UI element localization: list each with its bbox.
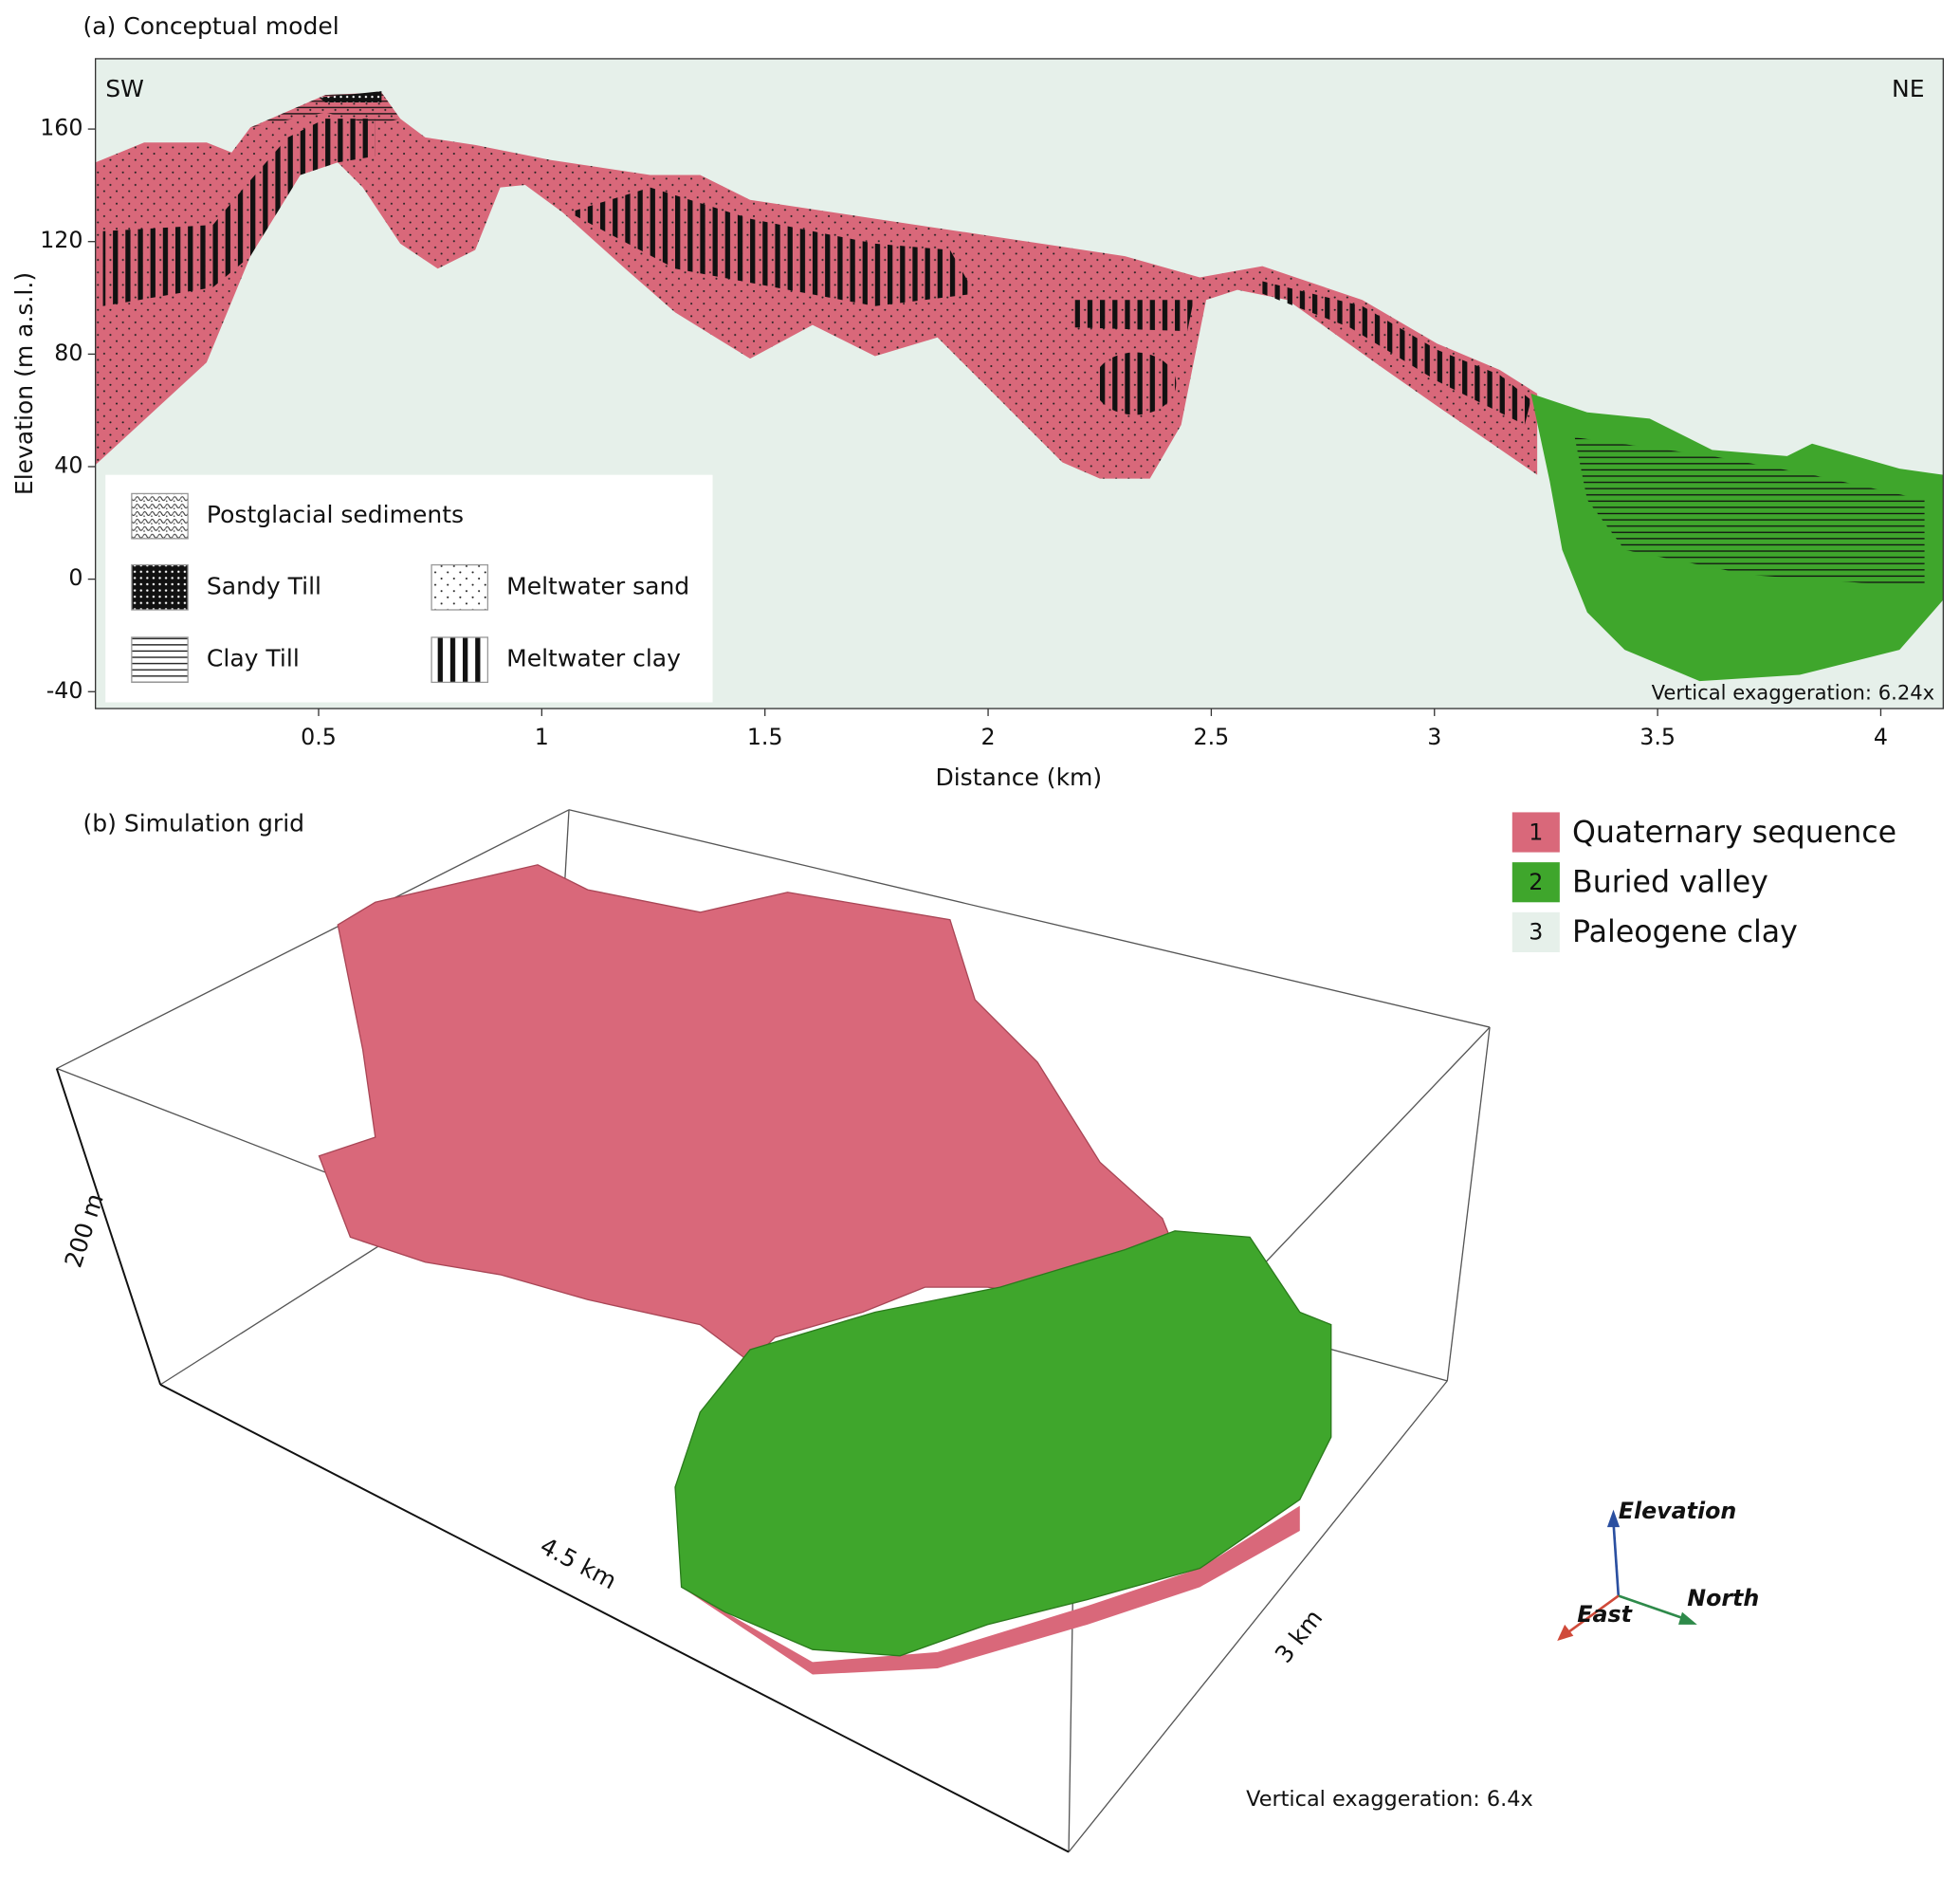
- buried-valley-volume: [674, 1230, 1332, 1657]
- legend-number: 2: [1529, 869, 1543, 895]
- dimension-label: 3 km: [1270, 1604, 1328, 1667]
- legend-label: Postglacial sediments: [207, 501, 464, 528]
- meltwater-clay-hatch: [1093, 352, 1177, 415]
- meltwater-clay-hatch: [569, 187, 976, 306]
- legend-label: Paleogene clay: [1572, 915, 1798, 949]
- orientation-triad: Elevation East North: [1557, 1498, 1759, 1641]
- panel-title: (a) Conceptual model: [82, 12, 339, 40]
- legend-number: 1: [1529, 819, 1543, 845]
- legend-number: 3: [1529, 919, 1543, 946]
- meltwater-clay-hatch: [1262, 281, 1531, 425]
- plot-frame: [94, 58, 1945, 709]
- meltwater-clay-hatch: [1074, 300, 1194, 332]
- dimension-label: 200 m: [60, 1190, 109, 1271]
- legend-swatch: [131, 563, 189, 611]
- x-tick-label: 3: [1427, 724, 1441, 750]
- legend-label: Quaternary sequence: [1572, 816, 1896, 850]
- legend-swatch: [1511, 812, 1560, 853]
- legend-label: Sandy Till: [207, 572, 321, 599]
- direction-label: SW: [105, 75, 144, 102]
- legend-label: Clay Till: [207, 645, 300, 672]
- x-tick-label: 2: [981, 724, 996, 750]
- legend-swatch: [131, 636, 189, 684]
- box-edge: [1446, 1026, 1491, 1382]
- y-tick-label: 0: [68, 564, 82, 591]
- box-edge: [1068, 1380, 1448, 1853]
- arrow-head: [1557, 1624, 1574, 1641]
- x-axis-label: Distance (km): [935, 764, 1102, 791]
- dimension-line: [55, 1068, 162, 1386]
- legend-box: [105, 474, 713, 703]
- box-edge: [56, 809, 570, 1070]
- note: Vertical exaggeration: 6.24x: [1652, 680, 1934, 704]
- x-tick-label: 1.5: [747, 724, 783, 750]
- legend: Postglacial sediments Sandy Till Meltwater…: [131, 492, 689, 684]
- quaternary-volume: [681, 1505, 1300, 1675]
- x-tick-label: 3.5: [1639, 724, 1676, 750]
- sandy-till-hatch: [319, 91, 382, 103]
- legend-label: Meltwater sand: [506, 572, 689, 599]
- box-edge: [568, 809, 1491, 1028]
- direction-label: NE: [1892, 75, 1925, 102]
- legend: 1 Quaternary sequence 2 Buried valley 3 Paleo…: [1511, 812, 1896, 952]
- axis-arrow: [1618, 1594, 1688, 1621]
- meltwater-clay-hatch: [102, 119, 376, 306]
- legend-swatch: [430, 636, 489, 684]
- x-tick-label: 2.5: [1194, 724, 1230, 750]
- legend-label: Meltwater clay: [506, 645, 681, 672]
- legend-swatch: [430, 563, 489, 611]
- legend-swatch: [1511, 911, 1560, 952]
- y-tick-label: -40: [46, 677, 83, 704]
- clay-till-hatch: [1574, 437, 1925, 588]
- x-tick-label: 0.5: [301, 724, 337, 750]
- x-tick-label: 4: [1874, 724, 1888, 750]
- y-tick-label: 160: [40, 115, 82, 141]
- y-tick-label: 40: [54, 451, 82, 478]
- y-axis-label: Elevation (m a.s.l.): [10, 272, 38, 495]
- axis-arrow: [1567, 1594, 1620, 1633]
- y-tick-label: 120: [40, 227, 82, 253]
- dimension-line: [159, 1383, 1070, 1853]
- axis-label: North: [1687, 1585, 1759, 1611]
- arrow-head: [1606, 1509, 1621, 1528]
- quaternary-volume: [318, 864, 1176, 1364]
- note: Vertical exaggeration: 6.4x: [1246, 1787, 1533, 1812]
- legend-label: Buried valley: [1572, 866, 1768, 900]
- axis-label: East: [1577, 1601, 1633, 1628]
- legend-swatch: [1511, 862, 1560, 903]
- y-tick-label: 80: [54, 340, 82, 366]
- x-tick-label: 1: [535, 724, 549, 750]
- legend-swatch: [131, 492, 189, 540]
- panel-title: (b) Simulation grid: [82, 810, 304, 837]
- axis-arrow: [1612, 1521, 1621, 1596]
- axis-label: Elevation: [1619, 1498, 1736, 1524]
- arrow-head: [1678, 1611, 1697, 1625]
- axes: 0.5 1 1.5 2 2.5 3 3.5 4 -40 0 40 80 120 160: [40, 115, 1888, 751]
